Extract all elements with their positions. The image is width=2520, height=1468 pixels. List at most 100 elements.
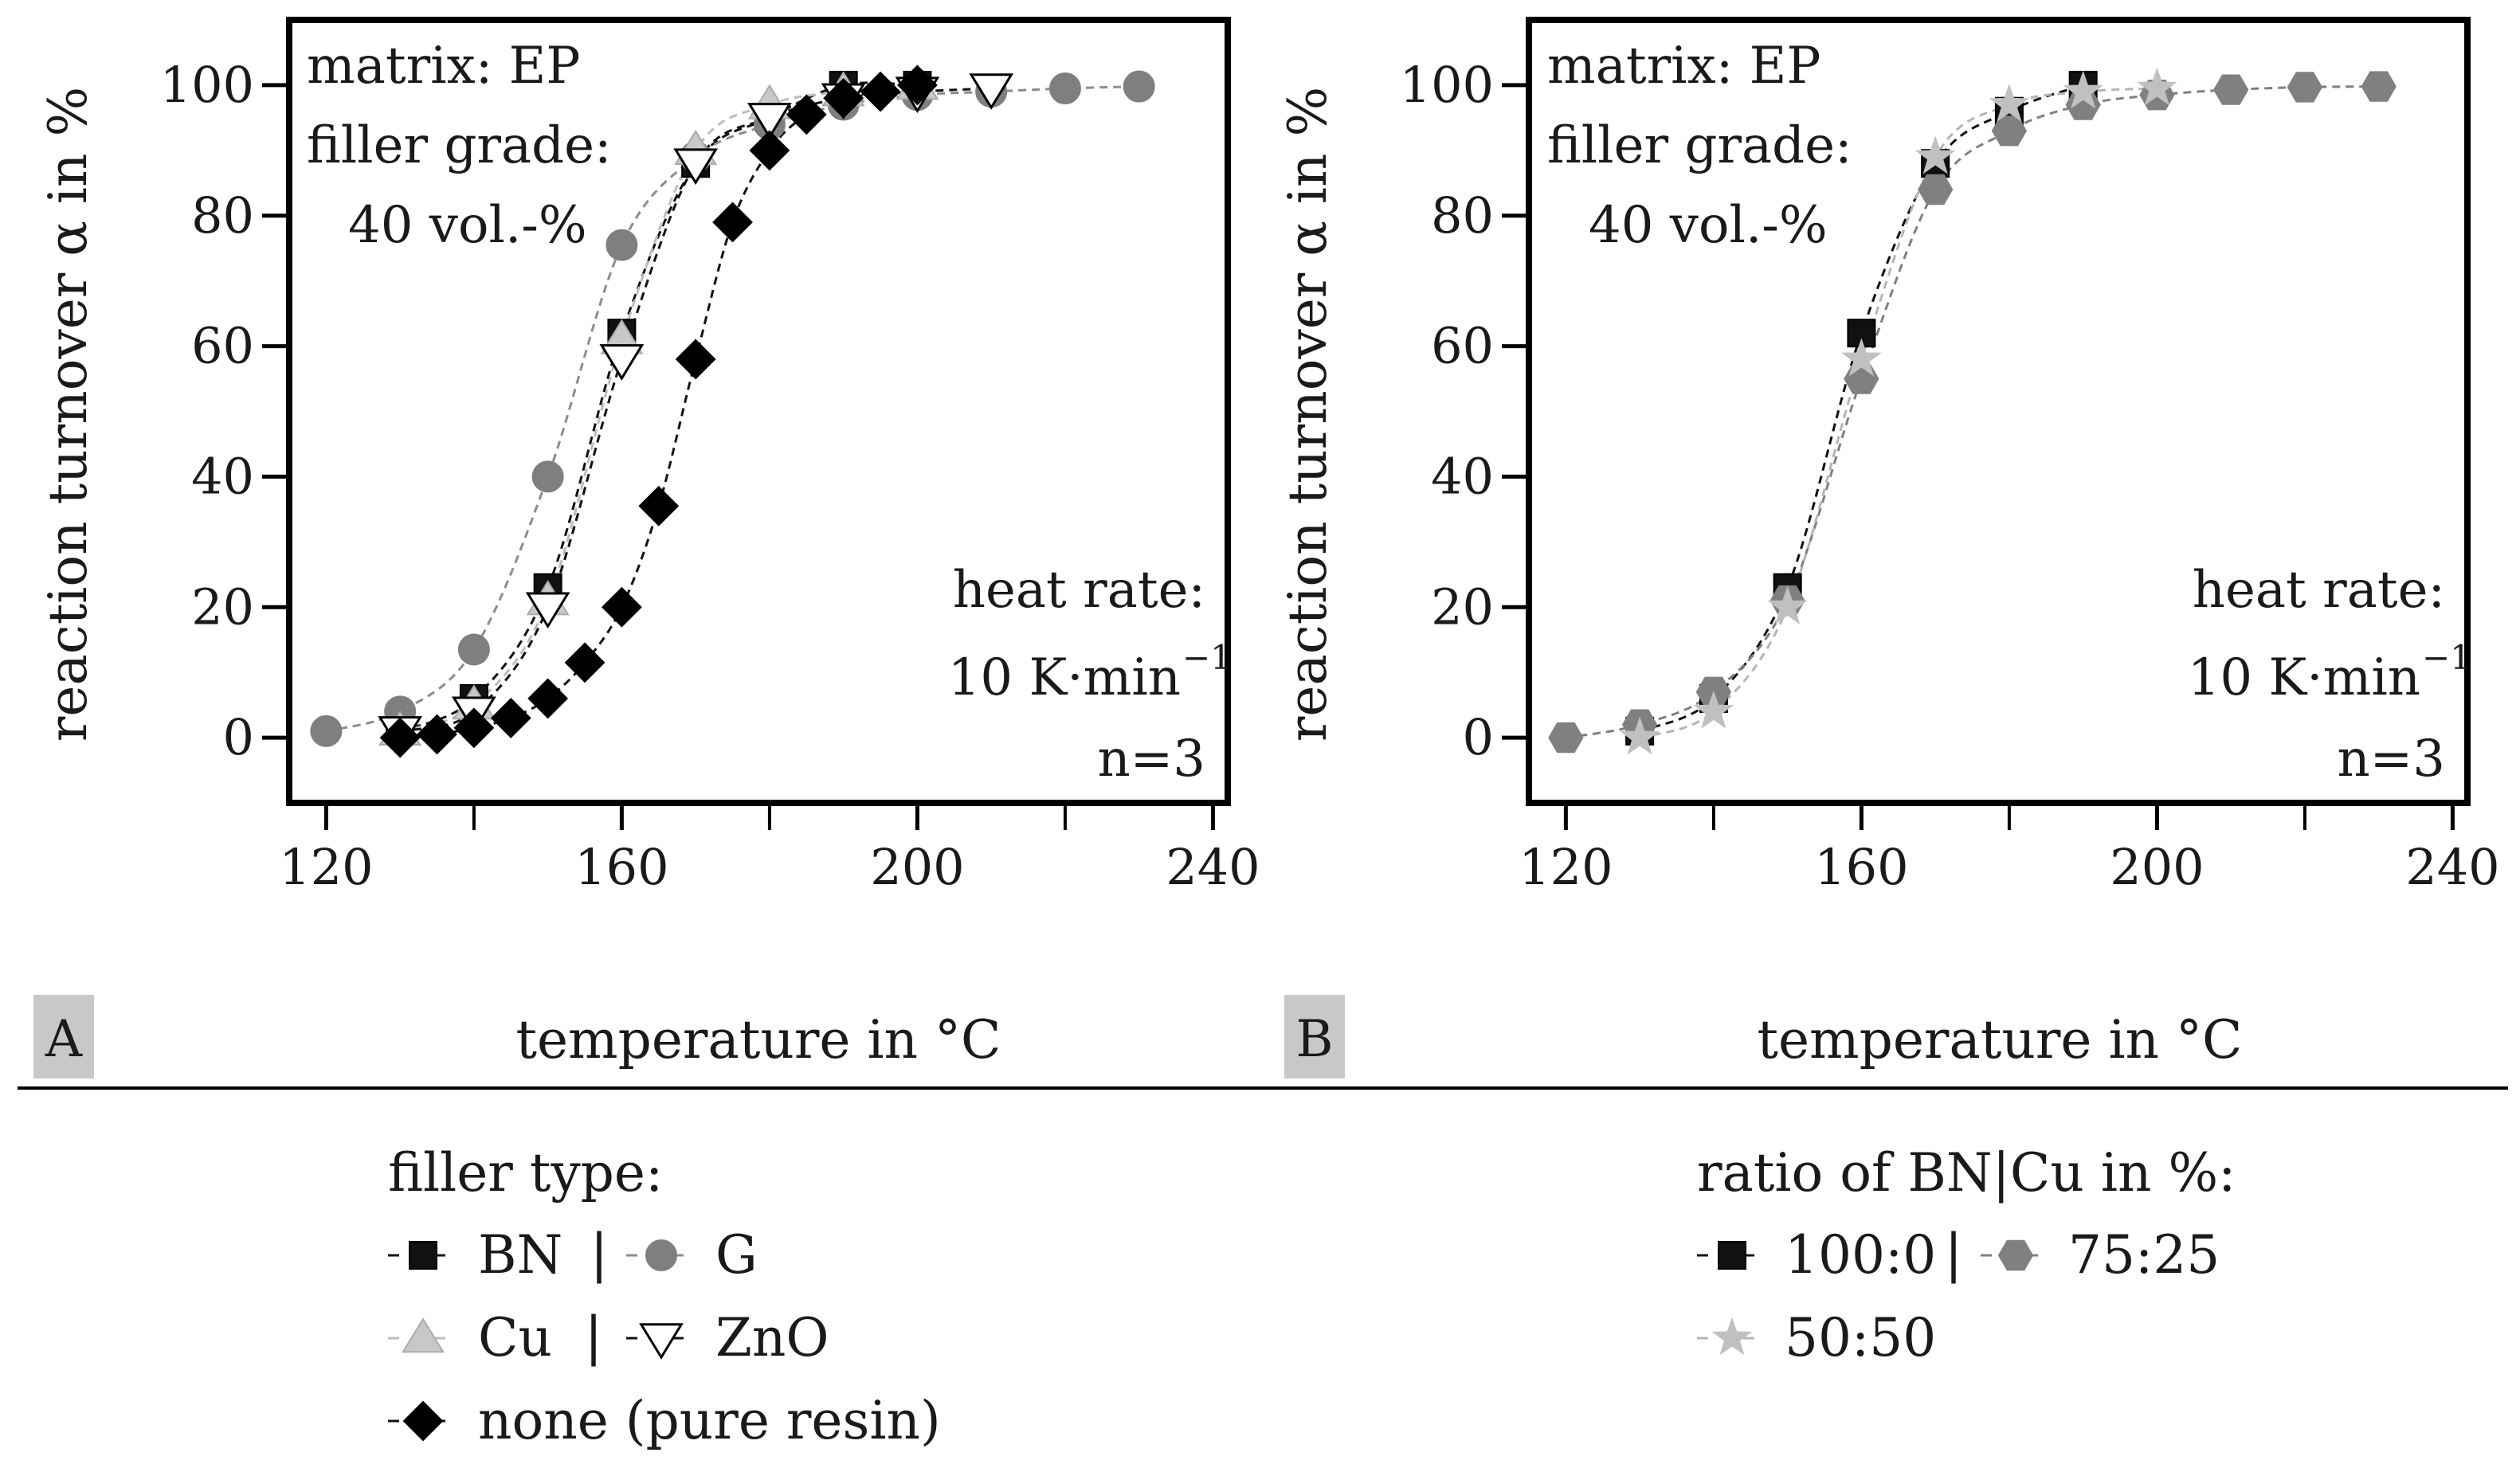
legend-marker [402, 1400, 444, 1442]
panel-b: 0 20 40 60 80 100 120 160 200 240 reaction turno… [1277, 17, 2500, 1078]
panel-b-annotation-heat-rate-value: 10 K·min [2188, 648, 2420, 707]
legend-cu-label: Cu [478, 1307, 552, 1368]
legend-item-50-50: 50:50 [1697, 1307, 1936, 1368]
panel-a-data-point [599, 344, 645, 381]
legend-75-25-label: 75:25 [2068, 1224, 2220, 1286]
panel-b-data-point [1918, 174, 1954, 206]
legend-item-none: none (pure resin) [388, 1390, 941, 1451]
panel-a-plot-area [310, 64, 1155, 758]
panel-a-data-point [860, 71, 901, 112]
panel-b-data-point [2361, 71, 2397, 102]
panel-b-annotation-filler-grade: filler grade: [1547, 116, 1852, 175]
legend-separator: | [585, 1306, 602, 1367]
panel-a-series-line [399, 84, 918, 733]
panel-a-y-tick-label: 0 [223, 708, 254, 766]
legend-separator: | [590, 1223, 608, 1284]
panel-b-data-point [1767, 585, 1808, 624]
legend-marker [1997, 1239, 2034, 1271]
panel-b-data-point [1548, 722, 1584, 754]
panel-b-y-tick-label: 80 [1431, 186, 1494, 245]
panel-a-data-point [527, 678, 569, 719]
panel-a-data-point [675, 339, 716, 380]
panel-a-x-tick-label: 120 [279, 838, 373, 896]
panel-a-data-point [1048, 72, 1081, 105]
legend-zno-symbol [626, 1323, 696, 1360]
panel-a-label: A [45, 1010, 83, 1069]
panel-b-data-point [1844, 363, 1879, 394]
panel-b-data-point [1619, 716, 1660, 755]
panel-a-data-point [747, 103, 792, 139]
panel-a-data-point [453, 707, 495, 749]
panel-b-annotation-filler-amount: 40 vol.-% [1589, 196, 1828, 255]
panel-a-data-point [525, 592, 570, 629]
legend-100-0-symbol [1697, 1241, 1767, 1270]
panel-a-x-tick-label: 240 [1166, 838, 1260, 896]
panel-b-frame [1526, 17, 2471, 806]
legend-50-50-symbol [1697, 1317, 1767, 1356]
panel-a-data-point [379, 717, 421, 758]
panel-a-data-point [310, 714, 343, 747]
legend-item-g: G [626, 1224, 758, 1286]
panel-a-annotation-heat-rate: heat rate: [953, 561, 1205, 620]
panel-a-data-point [490, 698, 531, 738]
panel-b-x-tick-label: 200 [2110, 838, 2204, 896]
panel-b-data-point [2213, 74, 2249, 105]
legend-cu-symbol [388, 1317, 458, 1353]
panel-a-y-tick-label: 40 [191, 447, 254, 505]
panel-a-annotation-heat-rate-value: 10 K·min [948, 648, 1181, 707]
panel-b-annotation-n: n=3 [2337, 730, 2445, 789]
legend-g-label: G [715, 1224, 758, 1286]
panel-b-x-axis-label: temperature in °C [1757, 1009, 2242, 1071]
legend-zno-label: ZnO [715, 1307, 829, 1368]
panel-a-y-axis-label: reaction turnover α in % [37, 87, 99, 742]
legend-marker [409, 1241, 437, 1270]
panel-b-y-axis: 0 20 40 60 80 100 [1400, 56, 1529, 766]
panel-a-data-point [564, 642, 606, 683]
panel-a-data-point [969, 73, 1014, 110]
panel-a-data-point [823, 77, 864, 119]
panel-b-x-tick-label: 240 [2405, 838, 2499, 896]
panel-a-data-point [531, 460, 564, 493]
panel-b-data-point [2063, 70, 2103, 109]
panel-a-data-point [417, 714, 457, 755]
panel-a-series-line [326, 85, 1139, 733]
legend-item-cu: Cu [388, 1307, 552, 1368]
panel-b-label: B [1295, 1010, 1333, 1069]
panel-a-series-line [399, 81, 918, 733]
panel-a-x-axis: 120 160 200 240 [279, 803, 1260, 896]
legend-item-bn: BN [388, 1224, 562, 1286]
legend-75-25-symbol [1981, 1239, 2051, 1271]
legend-item-100-0: 100:0 [1697, 1224, 1936, 1286]
panel-a-data-point [638, 485, 680, 527]
panel-b-x-tick-label: 160 [1814, 838, 1908, 896]
legend-50-50-label: 50:50 [1785, 1307, 1936, 1368]
panel-b-y-tick-label: 40 [1431, 447, 1494, 505]
panel-a-y-axis: 0 20 40 60 80 100 [160, 56, 289, 766]
panel-a-data-point [601, 586, 642, 628]
panel-a-frame [286, 17, 1231, 806]
panel-b-data-point [1989, 83, 2030, 122]
legend-marker [1718, 1241, 1746, 1270]
panel-a-x-tick-label: 160 [574, 838, 668, 896]
panel-b-annotation-heat-rate-exponent: −1 [2422, 638, 2471, 677]
panel-a-annotation-heat-rate-exponent: −1 [1182, 638, 1232, 677]
panel-b-x-tick-label: 120 [1519, 838, 1613, 896]
legend-bn-cu-ratio: ratio of BN|Cu in %: 100:0 | 75:25 50:50 [1697, 1142, 2236, 1368]
panel-a-x-tick-label: 200 [870, 838, 964, 896]
panel-a-y-tick-label: 100 [160, 56, 254, 114]
panel-b-data-point [1693, 690, 1734, 729]
legend-item-zno: ZnO [626, 1307, 829, 1368]
legend-100-0-label: 100:0 [1785, 1224, 1936, 1286]
panel-b-y-tick-label: 60 [1431, 317, 1494, 375]
panel-b-y-tick-label: 0 [1463, 708, 1494, 766]
legend-filler-type-title: filler type: [388, 1142, 663, 1204]
legend-separator: | [1945, 1223, 1962, 1284]
panel-a-annotation-n: n=3 [1097, 730, 1205, 789]
panel-b-series-line [1639, 84, 2084, 733]
legend-marker [1711, 1317, 1753, 1356]
panel-a-x-axis-label: temperature in °C [515, 1009, 1001, 1071]
panel-a-data-point [673, 148, 719, 186]
legend-filler-type: filler type: BN | G Cu | ZnO none (pure … [388, 1142, 941, 1451]
panel-a-y-tick-label: 80 [191, 186, 254, 245]
